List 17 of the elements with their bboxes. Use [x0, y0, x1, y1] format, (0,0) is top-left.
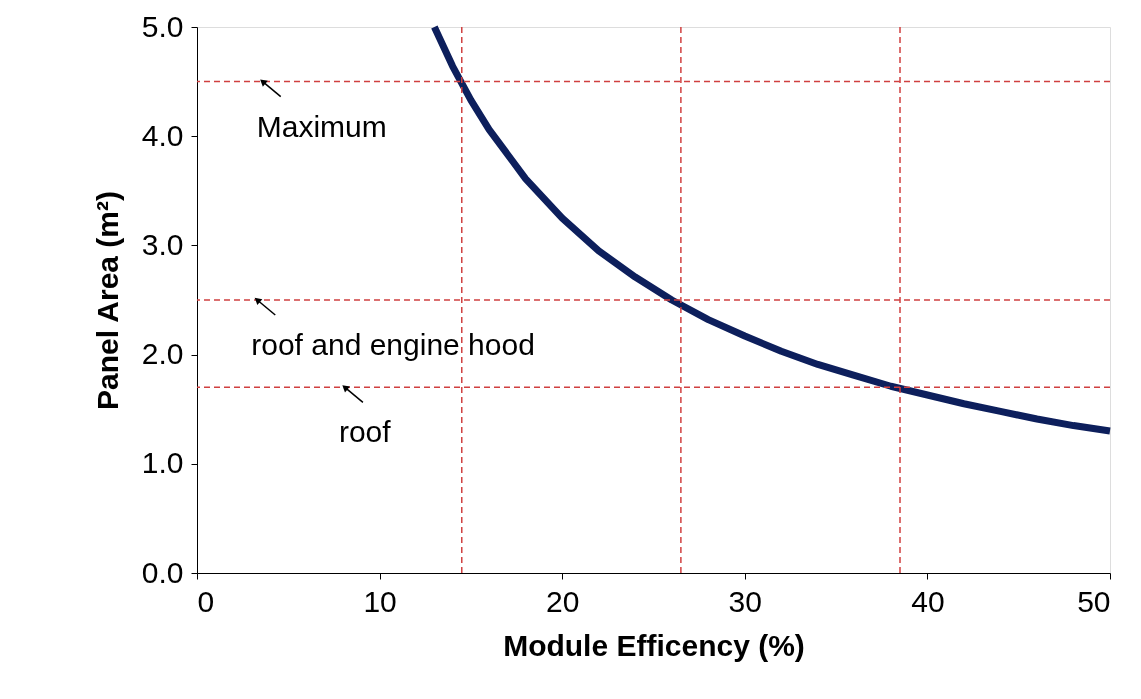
y-axis-title: Panel Area (m²) [90, 191, 124, 410]
annotation: roof and engine hood [251, 328, 535, 361]
y-tick-label: 0.0 [141, 555, 184, 589]
y-tick-label: 1.0 [141, 446, 184, 480]
y-tick-label: 5.0 [141, 9, 184, 43]
x-tick-label: 10 [363, 584, 397, 618]
x-axis-title: Module Efficency (%) [503, 628, 805, 662]
x-tick-label: 40 [911, 584, 945, 618]
annotation: Maximum [256, 109, 387, 143]
x-tick-label: 0 [197, 584, 215, 618]
y-tick-label: 4.0 [141, 118, 184, 152]
x-tick-label: 50 [1077, 584, 1111, 618]
x-tick-label: 20 [546, 584, 580, 618]
x-tick-label: 30 [728, 584, 762, 618]
annotation: roof [338, 415, 392, 449]
y-tick-label: 2.0 [141, 337, 184, 371]
y-tick-label: 3.0 [141, 227, 184, 261]
